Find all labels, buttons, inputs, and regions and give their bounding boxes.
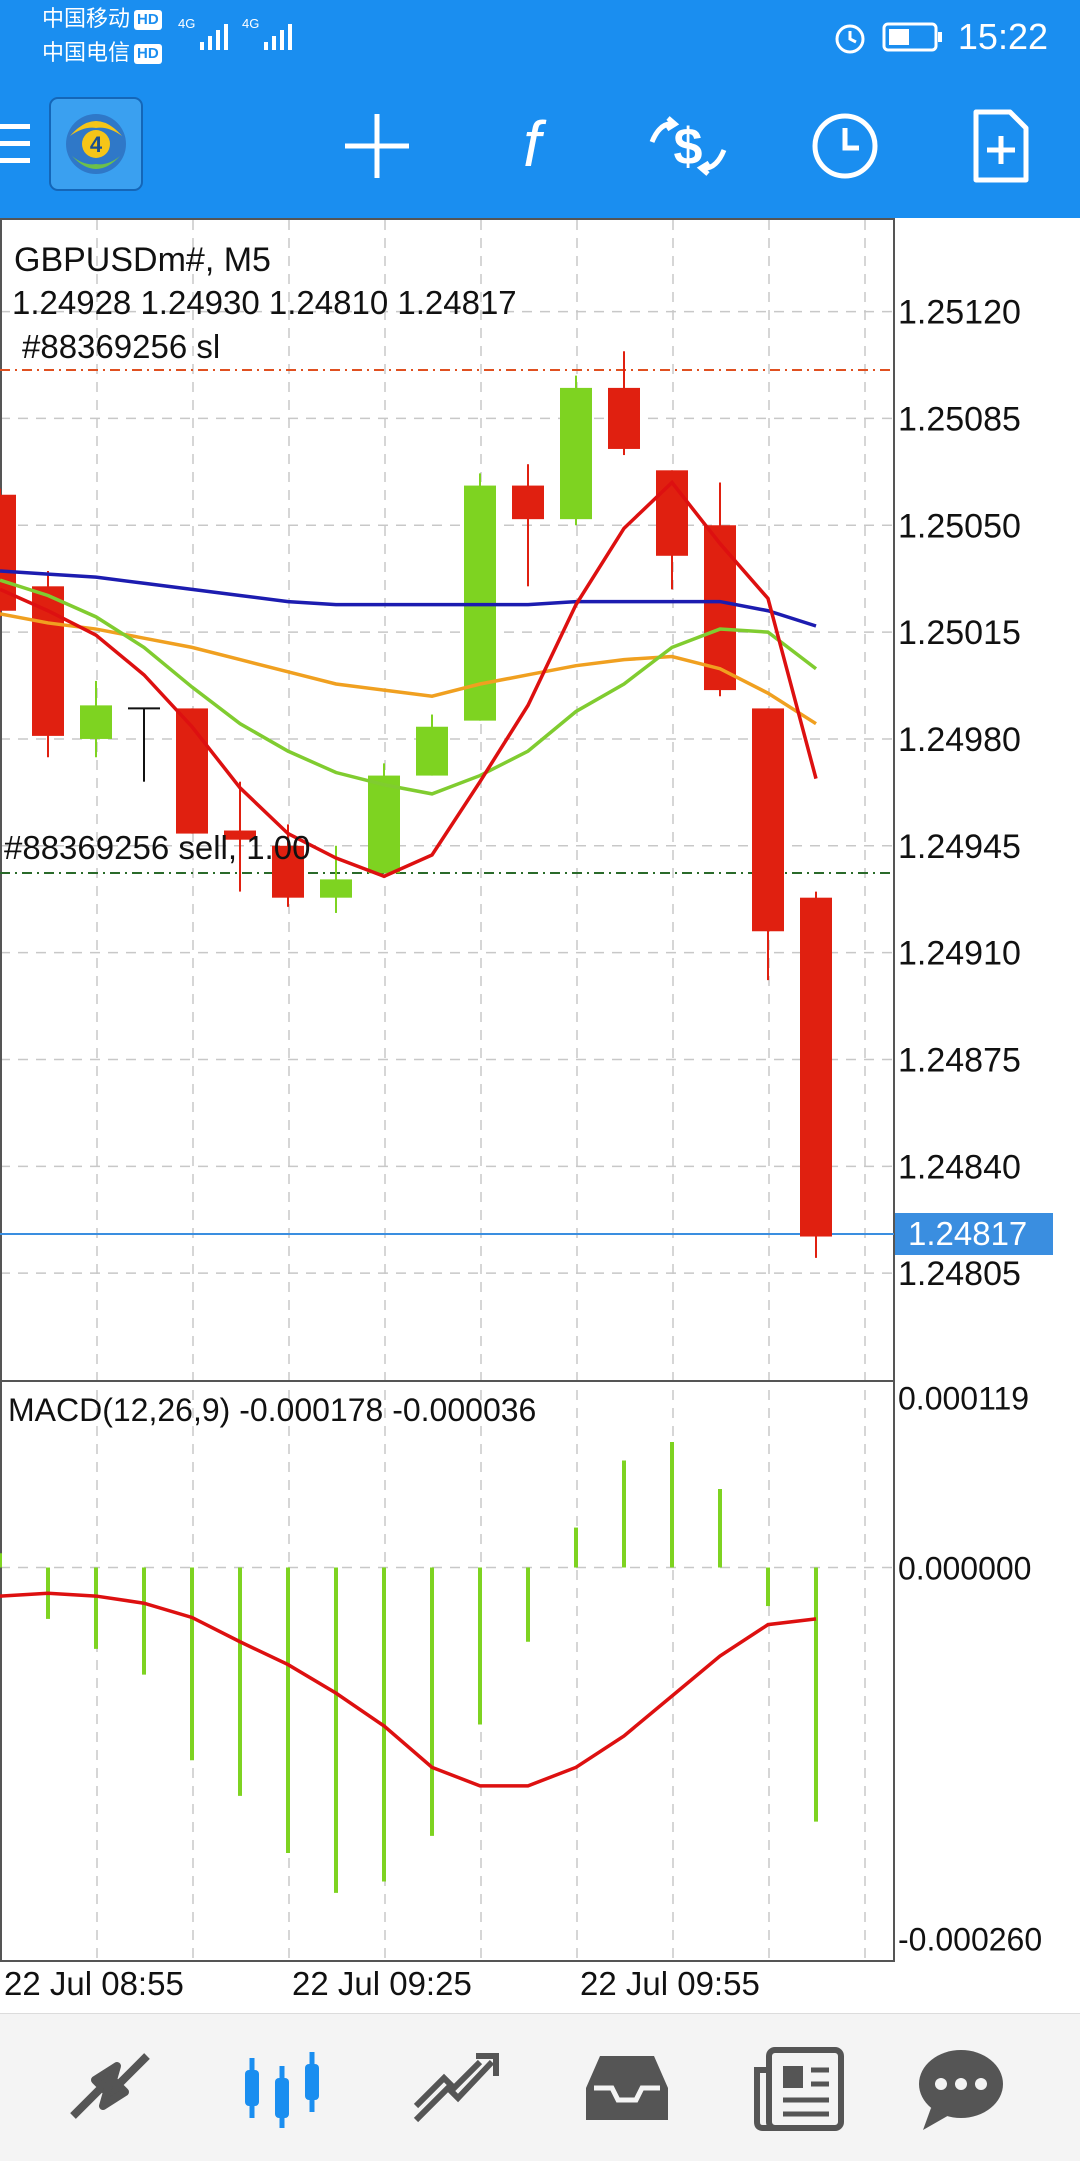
macd-tick: -0.000260: [898, 1922, 1042, 1958]
new-order-icon[interactable]: [950, 96, 1050, 196]
candle-body: [272, 845, 304, 898]
chart-icon[interactable]: [227, 2036, 337, 2136]
battery-icon: [882, 22, 942, 52]
svg-text:4: 4: [90, 132, 103, 157]
time-label: 22 Jul 08:55: [4, 1965, 184, 2002]
svg-text:$: $: [674, 118, 703, 176]
candle-body: [32, 586, 64, 736]
svg-text:f: f: [523, 108, 547, 180]
trade-icon[interactable]: $: [638, 96, 738, 196]
price-tick: 1.25120: [898, 294, 1021, 332]
clock: 15:22: [957, 16, 1048, 57]
chart-grid: [0, 220, 894, 1960]
signal-icon-1: 4G: [178, 16, 228, 50]
time-label: 22 Jul 09:25: [292, 1965, 472, 2002]
candle-body: [560, 387, 592, 520]
price-tick: 1.24875: [898, 1041, 1021, 1079]
price-tick: 1.25085: [898, 400, 1021, 438]
toolbar: 4 f $: [0, 74, 1080, 218]
status-bar: 中国移动 HD 中国电信 HD 4G 4G 15:22: [0, 0, 1080, 74]
price-tick: 1.25050: [898, 507, 1021, 545]
quotes-icon[interactable]: [55, 2036, 165, 2136]
ma-blue-line: [0, 569, 817, 628]
candle-body: [704, 525, 736, 691]
candle-body: [320, 879, 352, 898]
macd-indicator: [0, 1441, 818, 1893]
trade-icon[interactable]: [400, 2036, 510, 2136]
crosshair-icon[interactable]: [327, 96, 427, 196]
price-tick: 1.24840: [898, 1148, 1021, 1186]
carrier-2: 中国电信 HD: [42, 40, 162, 66]
menu-icon[interactable]: [0, 120, 36, 170]
moving-averages: [0, 479, 818, 879]
current-price-badge: 1.24817: [895, 1213, 1053, 1255]
macd-signal-line: [0, 1591, 817, 1788]
price-tick: 1.24945: [898, 828, 1021, 866]
history-icon[interactable]: [572, 2036, 682, 2136]
symbol-title: GBPUSDm#, M5: [14, 241, 271, 279]
price-tick: 1.24980: [898, 721, 1021, 759]
price-tick: 1.24805: [898, 1255, 1021, 1293]
ma-green-line: [0, 578, 818, 796]
metatrader-logo[interactable]: 4: [48, 96, 144, 192]
time-label: 22 Jul 09:55: [580, 1965, 760, 2002]
price-tick: 1.25015: [898, 614, 1021, 652]
svg-text:4G: 4G: [178, 16, 195, 31]
alarm-icon: [835, 24, 865, 54]
time-axis: 22 Jul 08:55 22 Jul 09:25 22 Jul 09:55: [4, 1965, 760, 2002]
macd-pane-border: [0, 1380, 895, 1962]
price-chart[interactable]: 1.25120 1.25085 1.25050 1.25015 1.24980 1.249…: [0, 218, 1080, 2013]
macd-tick: 0.000119: [898, 1381, 1029, 1417]
chat-icon[interactable]: [905, 2036, 1015, 2136]
sl-label: #88369256 sl: [22, 328, 220, 365]
ma-red-line: [0, 479, 818, 879]
candle-body: [512, 485, 544, 520]
macd-tick: 0.000000: [898, 1551, 1031, 1587]
macd-axis: 0.000119 0.000000 -0.000260: [898, 1381, 1042, 1958]
price-tick: 1.24910: [898, 935, 1021, 973]
ohlc-values: 1.24928 1.24930 1.24810 1.24817: [12, 284, 517, 321]
ma-orange-line: [0, 612, 817, 726]
news-icon[interactable]: [745, 2036, 855, 2136]
candle-body: [752, 708, 784, 932]
signal-icon-2: 4G: [242, 16, 292, 50]
candle-body: [800, 897, 832, 1237]
bottom-nav: [0, 2013, 1080, 2161]
candle-body: [80, 705, 112, 739]
carrier-1: 中国移动 HD: [42, 6, 162, 32]
candle-body: [368, 775, 400, 874]
macd-label: MACD(12,26,9) -0.000178 -0.000036: [8, 1392, 536, 1428]
candle-body: [416, 726, 448, 776]
candle-body: [608, 387, 640, 449]
current-price-label: 1.24817: [908, 1215, 1027, 1252]
price-axis: 1.25120 1.25085 1.25050 1.25015 1.24980 1.249…: [898, 294, 1021, 1294]
order-label: #88369256 sell, 1.00: [4, 829, 310, 866]
candle-body: [224, 830, 256, 840]
indicators-icon[interactable]: f: [482, 96, 582, 196]
timeframe-icon[interactable]: [795, 96, 895, 196]
svg-text:4G: 4G: [242, 16, 259, 31]
candlesticks: [0, 351, 832, 1258]
